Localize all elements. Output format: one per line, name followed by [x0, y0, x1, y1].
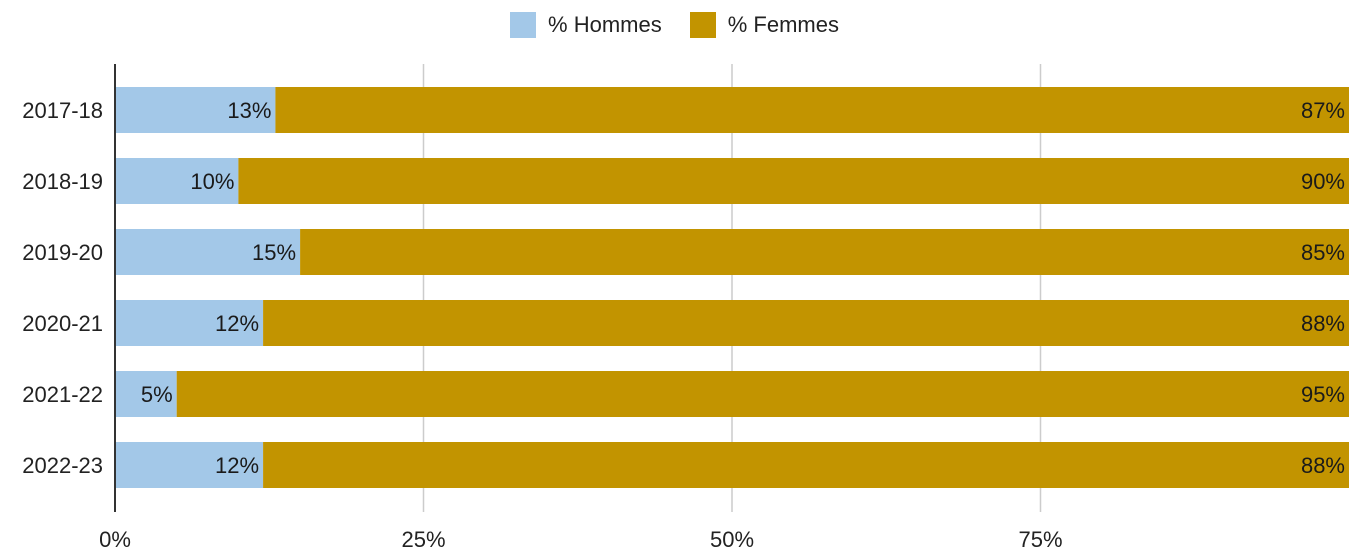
category-label: 2018-19	[22, 169, 103, 194]
category-label: 2017-18	[22, 98, 103, 123]
category-label: 2021-22	[22, 382, 103, 407]
data-label-femmes: 85%	[1301, 240, 1345, 265]
legend-label-femmes: % Femmes	[727, 12, 839, 37]
bar-femmes	[238, 158, 1349, 204]
data-label-femmes: 95%	[1301, 382, 1345, 407]
legend-item-femmes: % Femmes	[689, 12, 839, 38]
bar-femmes	[263, 300, 1349, 346]
bar-femmes	[300, 229, 1349, 275]
data-label-hommes: 10%	[190, 169, 234, 194]
legend-swatch-femmes	[689, 12, 716, 38]
x-tick-label: 0%	[99, 527, 131, 551]
legend: % Hommes % Femmes	[0, 12, 1349, 38]
data-label-femmes: 90%	[1301, 169, 1345, 194]
x-tick-label: 50%	[710, 527, 754, 551]
category-label: 2019-20	[22, 240, 103, 265]
bar-hommes	[115, 229, 301, 275]
data-label-hommes: 15%	[252, 240, 296, 265]
bar-femmes	[263, 442, 1349, 488]
category-label: 2022-23	[22, 453, 103, 478]
x-tick-label: 75%	[1018, 527, 1062, 551]
category-label: 2020-21	[22, 311, 103, 336]
bar-hommes	[115, 158, 239, 204]
data-label-hommes: 12%	[215, 453, 259, 478]
x-tick-label: 25%	[401, 527, 445, 551]
bar-hommes	[115, 442, 264, 488]
data-label-femmes: 88%	[1301, 453, 1345, 478]
legend-label-hommes: % Hommes	[548, 12, 662, 37]
bar-femmes	[176, 371, 1349, 417]
bar-femmes	[275, 87, 1349, 133]
data-label-femmes: 88%	[1301, 311, 1345, 336]
legend-swatch-hommes	[510, 12, 537, 38]
bar-hommes	[115, 300, 264, 346]
data-label-hommes: 12%	[215, 311, 259, 336]
bar-hommes	[115, 371, 177, 417]
data-label-femmes: 87%	[1301, 98, 1345, 123]
legend-item-hommes: % Hommes	[510, 12, 662, 38]
bar-hommes	[115, 87, 276, 133]
data-label-hommes: 13%	[227, 98, 271, 123]
data-label-hommes: 5%	[141, 382, 173, 407]
